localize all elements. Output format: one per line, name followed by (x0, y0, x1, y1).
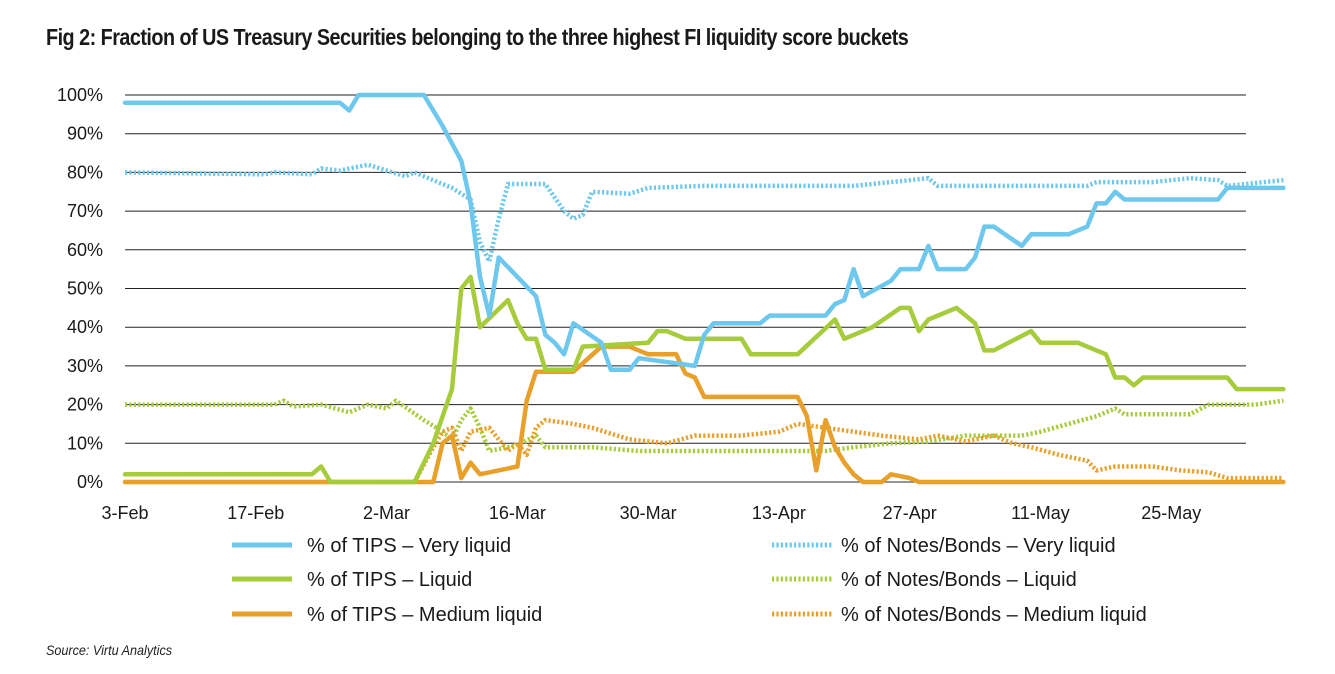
y-tick-label: 10% (67, 433, 103, 453)
y-tick-label: 30% (67, 356, 103, 376)
series-line-1 (124, 162, 1284, 264)
y-tick-label: 60% (67, 240, 103, 260)
x-tick-label: 16-Mar (489, 503, 546, 523)
legend-label: % of TIPS – Medium liquid (307, 604, 542, 626)
chart-title: Fig 2: Fraction of US Treasury Securitie… (46, 24, 909, 50)
y-tick-label: 0% (77, 472, 103, 492)
x-tick-label: 3-Feb (101, 503, 148, 523)
y-tick-label: 100% (57, 85, 103, 105)
gridlines (125, 94, 1246, 483)
x-tick-label: 11-May (1011, 503, 1070, 523)
legend-label: % of Notes/Bonds – Medium liquid (841, 604, 1147, 626)
x-tick-label: 25-May (1141, 503, 1201, 523)
legend-label: % of Notes/Bonds – Very liquid (841, 535, 1116, 557)
x-tick-label: 27-Apr (883, 503, 937, 523)
source-note: Source: Virtu Analytics (46, 642, 173, 658)
series-line-5 (125, 417, 1284, 485)
legend-label: % of Notes/Bonds – Liquid (841, 569, 1077, 591)
x-tick-label: 13-Apr (752, 503, 806, 523)
x-tick-label: 17-Feb (227, 503, 284, 523)
legend-label: % of TIPS – Liquid (307, 569, 472, 591)
y-axis-ticks: 0% 10% 20% 30% 40% 50% 60% 70% 80% 90% 100% (57, 85, 103, 492)
y-tick-label: 90% (67, 124, 103, 144)
y-tick-label: 50% (67, 279, 103, 299)
y-tick-label: 40% (67, 317, 103, 337)
y-tick-label: 80% (67, 162, 103, 182)
legend-label: % of TIPS – Very liquid (307, 535, 511, 557)
x-tick-label: 2-Mar (363, 503, 410, 523)
x-tick-label: 30-Mar (620, 503, 677, 523)
series-line-0 (122, 92, 1286, 373)
x-axis-ticks: 3-Feb 17-Feb 2-Mar 16-Mar 30-Mar 13-Apr 27-Apr… (101, 503, 1201, 523)
y-tick-label: 70% (67, 201, 103, 221)
series-line-3 (125, 398, 1284, 454)
y-tick-label: 20% (67, 395, 103, 415)
series-line-2 (122, 274, 1286, 485)
legend: % of TIPS – Very liquid % of Notes/Bonds … (232, 535, 1147, 626)
series-group (122, 92, 1286, 485)
